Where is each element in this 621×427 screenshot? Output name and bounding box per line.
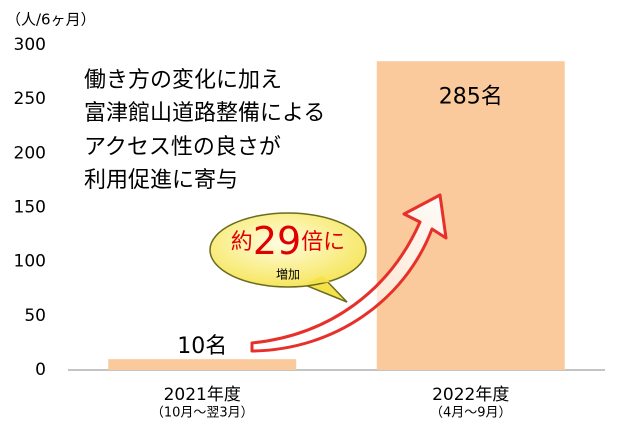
unit-label: （人/6ヶ月） xyxy=(6,11,96,29)
callout-part: 29 xyxy=(253,219,301,263)
growth-arrow xyxy=(250,193,448,353)
y-tick-label: 0 xyxy=(35,360,46,380)
y-tick-label: 50 xyxy=(24,306,46,326)
bar xyxy=(108,359,297,370)
annotation: 働き方の変化に加え 富津館山道路整備による アクセス性の良さが 利用促進に寄与 xyxy=(84,68,325,193)
x-tick-label: 2021年度 xyxy=(164,385,241,405)
annotation-line: 働き方の変化に加え xyxy=(84,68,282,93)
x-tick-sublabel: （4月～9月） xyxy=(430,406,512,421)
y-tick-label: 100 xyxy=(14,252,46,272)
y-tick-label: 200 xyxy=(14,143,46,163)
annotation-line: 利用促進に寄与 xyxy=(84,168,238,193)
value-label: 10名 xyxy=(177,334,227,359)
callout-sub: 増加 xyxy=(276,268,300,282)
callout-text: 約29倍に xyxy=(231,219,345,263)
callout-bubble xyxy=(209,212,367,288)
x-tick-label: 2022年度 xyxy=(432,385,509,405)
callout-patch xyxy=(305,276,330,284)
callout-part: 倍に xyxy=(301,230,345,255)
y-tick-label: 150 xyxy=(14,198,46,218)
callout-part: 約 xyxy=(231,230,253,255)
y-tick-label: 250 xyxy=(14,89,46,109)
annotation-line: 富津館山道路整備による xyxy=(84,101,325,126)
value-label: 285名 xyxy=(439,84,503,109)
y-tick-label: 300 xyxy=(14,35,46,55)
annotation-line: アクセス性の良さが xyxy=(84,135,281,160)
x-tick-sublabel: （10月～翌3月） xyxy=(151,406,254,421)
